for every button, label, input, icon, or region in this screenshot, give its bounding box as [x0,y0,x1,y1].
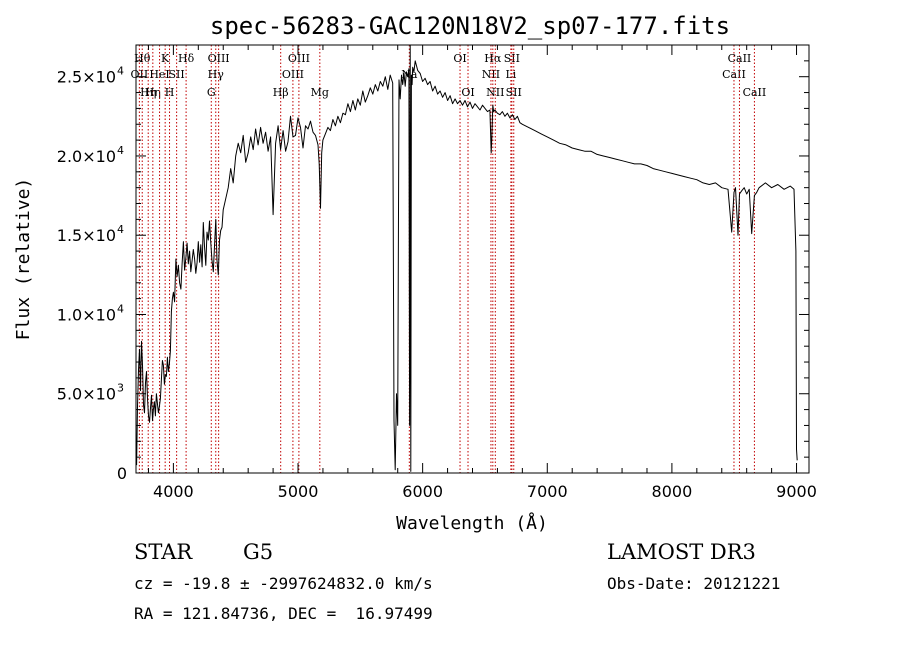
line-label: OI [453,52,466,65]
y-tick-label: 2.0×10 [57,147,116,166]
x-tick-label: 8000 [652,482,693,501]
line-label: SII [504,52,520,65]
line-identification-markers: OIIHθHηHηHeIKHSIIHδGHγOIIIHβOIIIOIIIMgNa… [131,45,767,473]
x-axis-label: Wavelength (Å) [396,512,548,534]
line-label: CaII [743,86,767,99]
y-tick-label: 1.0×10 [57,305,116,324]
line-label: OIII [208,52,230,65]
y-tick-label: 1.5×10 [57,226,116,245]
line-label: Hδ [178,52,195,65]
line-label: Mg [311,86,329,99]
line-label: CaII [722,68,746,81]
plot-frame [135,44,810,474]
line-label: OI [461,86,474,99]
line-label: SII [169,68,185,81]
subclass-label: G5 [243,540,274,564]
y-tick-label: 5.0×10 [57,385,116,404]
survey-label: LAMOST DR3 [607,540,756,564]
y-tick-exponent: 4 [117,144,124,157]
line-label: HeI [149,68,169,81]
y-tick-exponent: 4 [117,302,124,315]
line-label: NII [482,68,500,81]
line-label: OIII [282,68,304,81]
x-axis: 4000 5000 6000 7000 8000 9000 [147,45,817,501]
line-label: Hγ [208,68,225,81]
y-tick-label: 2.5×10 [57,68,116,87]
class-label: STAR [134,540,193,564]
line-label: OIII [288,52,310,65]
line-label: Hθ [134,52,151,65]
y-tick-label: 0 [117,464,127,483]
x-tick-label: 5000 [278,482,319,501]
x-tick-label: 9000 [776,482,817,501]
y-tick-exponent: 4 [117,65,124,78]
line-label: Hη [140,86,156,99]
chart-title: spec-56283-GAC120N18V2_sp07-177.fits [210,12,730,40]
obs-date-line: Obs-Date: 20121221 [607,574,781,593]
line-label: Li [505,68,516,81]
x-tick-label: 4000 [153,482,194,501]
line-label: G [207,86,216,99]
line-label: NII [486,86,504,99]
line-label: Hβ [273,86,289,99]
y-axis-label: Flux (relative) [13,178,34,341]
redshift-line: cz = -19.8 ± -2997624832.0 km/s [134,574,433,593]
line-label: Hα [484,52,502,65]
y-tick-exponent: 3 [117,382,124,395]
line-label: CaII [728,52,752,65]
line-label: SII [506,86,522,99]
y-axis: 05.0×10 31.0×10 41.5×10 42.0×10 42.5×10 4 [57,60,809,483]
spectrum-series [136,44,798,472]
y-tick-exponent: 4 [117,223,124,236]
line-label: K [161,52,170,65]
line-label: Hη [145,86,161,99]
line-label: H [165,86,175,99]
x-tick-label: 7000 [527,482,568,501]
line-label: OII [131,68,149,81]
x-tick-label: 6000 [402,482,443,501]
coordinates-line: RA = 121.84736, DEC = 16.97499 [134,604,433,623]
spectrum-line [136,44,798,472]
